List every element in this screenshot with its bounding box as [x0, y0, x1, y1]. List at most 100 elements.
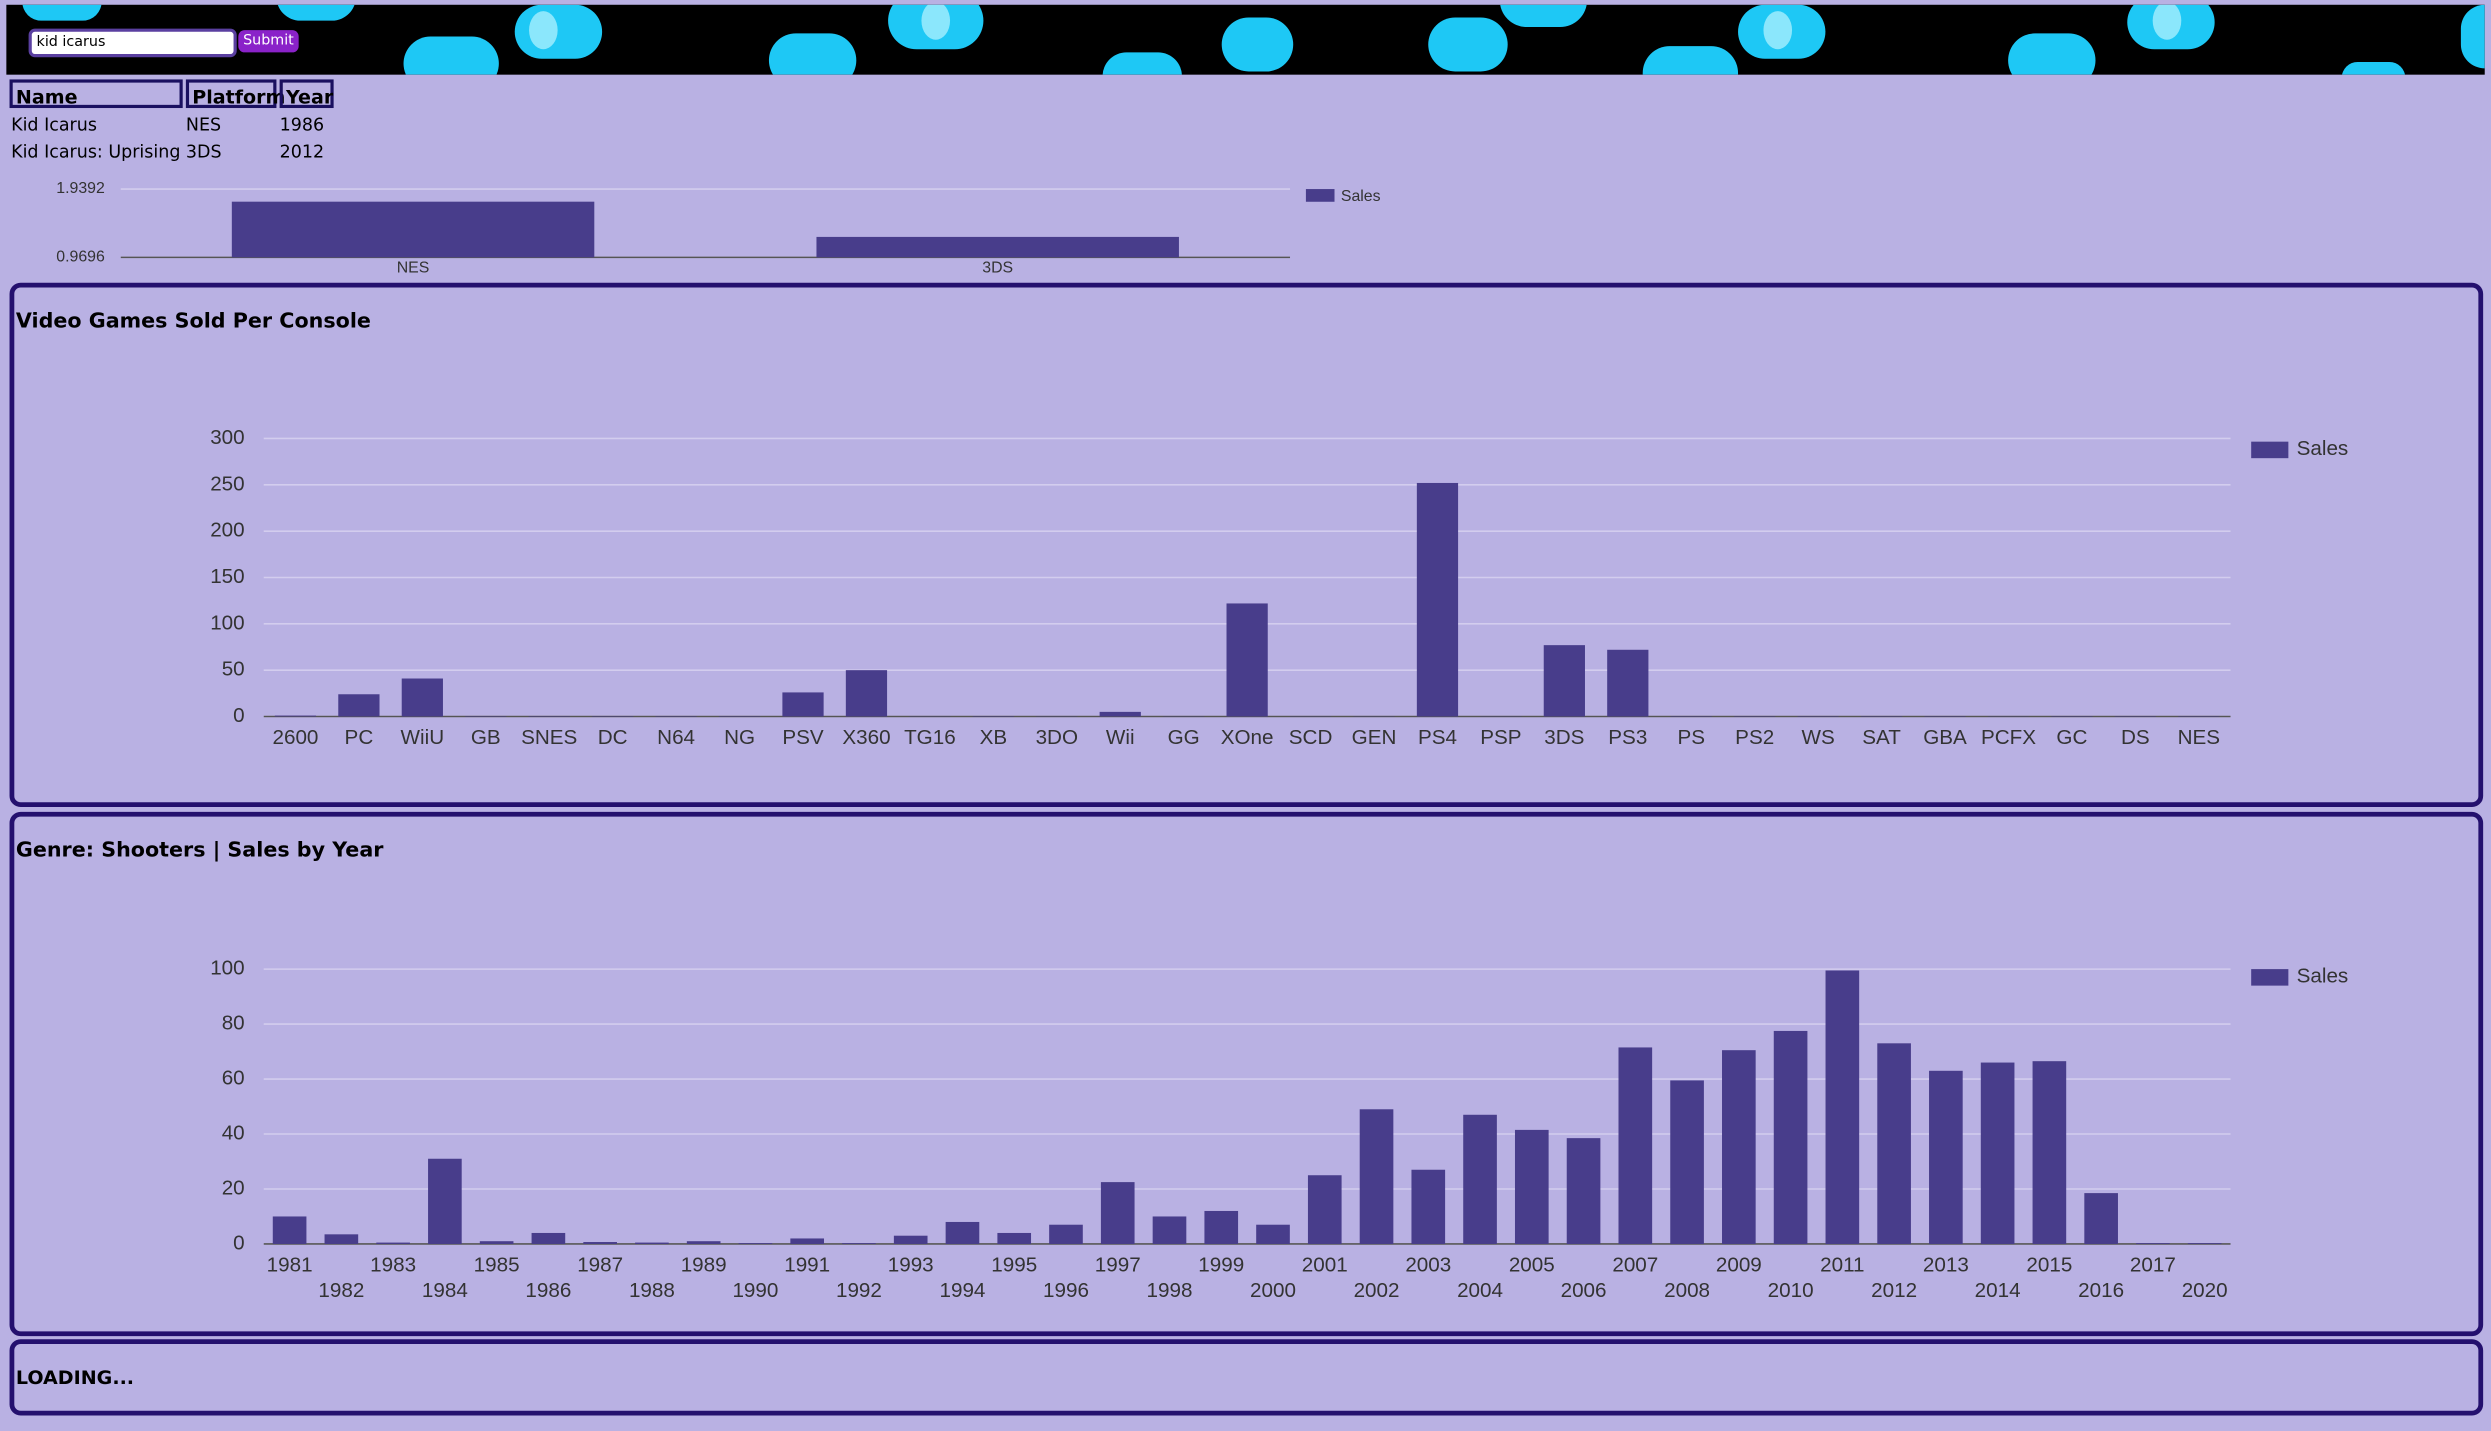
x-tick-label: 2011: [1820, 1254, 1864, 1277]
panel-title: Video Games Sold Per Console: [15, 309, 371, 334]
x-tick-label: PCFX: [1981, 726, 2036, 749]
x-tick-label: TG16: [904, 726, 956, 749]
bar: [686, 1241, 721, 1244]
bar: [1929, 1070, 1963, 1244]
panel: Video Games Sold Per Console: [9, 282, 2484, 808]
legend-label: Sales: [1341, 188, 1381, 205]
bar: [1543, 645, 1585, 717]
submit-button[interactable]: Submit: [238, 30, 299, 53]
header: [6, 4, 2485, 75]
y-tick-label: 150: [210, 565, 244, 588]
x-tick-label: XB: [980, 726, 1008, 749]
bar: [1618, 1047, 1653, 1244]
y-tick-label: 250: [210, 472, 244, 495]
header-decor: [22, 4, 2485, 75]
bar: [231, 201, 595, 258]
table-header[interactable]: Name: [9, 79, 183, 109]
x-tick-label: 1997: [1095, 1254, 1141, 1277]
panel-title: Genre: Shooters | Sales by Year: [15, 838, 384, 863]
bar: [782, 692, 824, 717]
bar: [274, 715, 317, 717]
x-tick-label: 2012: [1871, 1279, 1917, 1302]
x-tick-label: PS3: [1608, 726, 1647, 749]
table-cell: Kid Icarus: Uprising: [11, 141, 181, 163]
bar: [1204, 1210, 1239, 1244]
bar: [272, 1216, 307, 1244]
x-tick-label: 1987: [577, 1254, 623, 1277]
legend-label: Sales: [2297, 965, 2349, 988]
bar: [2187, 1243, 2222, 1244]
x-tick-label: PS: [1677, 726, 1705, 749]
bar: [1877, 1043, 1911, 1244]
x-tick-label: 3DS: [982, 260, 1013, 277]
loading-text: LOADING...: [15, 1366, 135, 1389]
bar: [324, 1234, 359, 1244]
x-tick-label: PS2: [1735, 726, 1774, 749]
x-tick-label: NG: [724, 726, 755, 749]
x-tick-label: 1999: [1198, 1254, 1244, 1277]
table-header[interactable]: Year: [279, 79, 334, 109]
bar: [1607, 649, 1649, 717]
x-tick-label: 1983: [370, 1254, 416, 1277]
table-header[interactable]: Platform: [185, 79, 285, 109]
x-tick-label: 2003: [1405, 1254, 1451, 1277]
x-tick-label: 2600: [272, 726, 318, 749]
x-tick-label: 3DO: [1036, 726, 1078, 749]
x-tick-label: GBA: [1923, 726, 1967, 749]
table-cell: 3DS: [185, 141, 222, 163]
table-cell: 2012: [279, 141, 325, 163]
y-tick-label: 0: [233, 704, 244, 727]
x-tick-label: PS4: [1418, 726, 1457, 749]
x-tick-label: 1984: [422, 1279, 468, 1302]
x-tick-label: PSV: [782, 726, 824, 749]
x-tick-label: 2020: [2182, 1279, 2228, 1302]
bar: [531, 1232, 566, 1244]
bar: [1980, 1062, 2015, 1244]
x-tick-label: 1989: [681, 1254, 727, 1277]
bar: [845, 670, 888, 717]
bar: [583, 1242, 617, 1244]
y-tick-label: 1.9392: [56, 180, 105, 197]
x-tick-label: GC: [2056, 726, 2087, 749]
y-tick-label: 100: [210, 611, 244, 634]
bar: [1463, 1114, 1497, 1244]
bar: [1307, 1175, 1342, 1244]
x-tick-label: 2009: [1716, 1254, 1762, 1277]
x-tick-label: 1994: [939, 1279, 985, 1302]
x-tick-label: 2013: [1923, 1254, 1969, 1277]
bar: [2136, 1243, 2170, 1244]
x-tick-label: 1990: [732, 1279, 778, 1302]
x-tick-label: WS: [1802, 726, 1835, 749]
x-tick-label: 2000: [1250, 1279, 1296, 1302]
bar: [1256, 1224, 1290, 1244]
search-input[interactable]: kid icarus: [28, 28, 237, 58]
x-tick-label: 1985: [474, 1254, 520, 1277]
bar: [401, 678, 443, 717]
bar: [1722, 1050, 1756, 1244]
y-tick-label: 80: [222, 1012, 245, 1035]
x-tick-label: 2007: [1612, 1254, 1658, 1277]
y-tick-label: 50: [222, 658, 245, 681]
x-tick-label: 2006: [1561, 1279, 1607, 1302]
x-tick-label: XOne: [1221, 726, 1274, 749]
x-tick-label: PSP: [1480, 726, 1521, 749]
x-tick-label: 1992: [836, 1279, 882, 1302]
x-tick-label: SCD: [1289, 726, 1333, 749]
legend-swatch: [2251, 969, 2289, 986]
x-tick-label: DS: [2121, 726, 2150, 749]
y-tick-label: 0.9696: [56, 249, 105, 266]
bar: [1099, 711, 1141, 717]
bar: [2032, 1061, 2067, 1244]
x-tick-label: 1981: [267, 1254, 313, 1277]
bar: [945, 1221, 980, 1244]
y-tick-label: 40: [222, 1121, 245, 1144]
table-cell: Kid Icarus: [11, 114, 97, 136]
bar: [1359, 1109, 1394, 1244]
bar: [1411, 1169, 1446, 1244]
bar: [738, 1243, 773, 1244]
x-tick-label: 1991: [784, 1254, 830, 1277]
bar: [1825, 970, 1860, 1244]
x-tick-label: 2005: [1509, 1254, 1555, 1277]
bar: [1226, 603, 1268, 717]
y-tick-label: 200: [210, 519, 244, 542]
